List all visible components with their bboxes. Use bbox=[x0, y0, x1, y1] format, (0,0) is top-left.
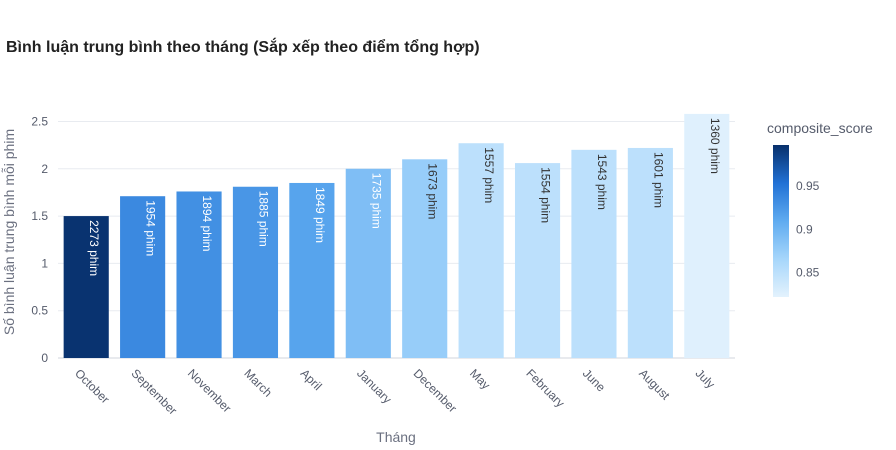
bar bbox=[458, 143, 504, 358]
x-tick-label: August bbox=[636, 366, 673, 403]
bar bbox=[571, 149, 617, 358]
colorbar: composite_score 0.85 0.9 0.95 bbox=[767, 120, 873, 297]
x-axis-title: Tháng bbox=[376, 429, 416, 445]
colorbar-title: composite_score bbox=[767, 120, 873, 136]
x-tick-label: June bbox=[580, 366, 609, 395]
bar bbox=[63, 216, 109, 358]
x-tick-label: October bbox=[72, 366, 112, 406]
x-tick-label: March bbox=[241, 366, 274, 399]
y-axis-title: Số bình luận trung bình mỗi phim bbox=[1, 129, 17, 335]
x-tick-label: July bbox=[693, 366, 718, 391]
colorbar-gradient bbox=[773, 145, 789, 297]
x-tick-label: December bbox=[411, 366, 460, 415]
x-tick-label: November bbox=[185, 366, 234, 415]
bar-label: 1885 phim bbox=[256, 191, 270, 247]
bar bbox=[232, 186, 279, 358]
colorbar-tick-label: 0.85 bbox=[796, 266, 820, 280]
bar bbox=[120, 196, 166, 358]
bar-label: 1735 phim bbox=[369, 173, 383, 229]
bar-label: 1954 phim bbox=[144, 200, 158, 256]
bar bbox=[176, 191, 222, 358]
bar-labels: 2273 phim 1954 phim 1894 phim 1885 phim 1849… bbox=[87, 118, 722, 276]
bar bbox=[514, 163, 561, 358]
x-tick-label: May bbox=[467, 366, 493, 392]
bar-label: 1543 phim bbox=[595, 154, 609, 210]
bar-label: 1601 phim bbox=[651, 152, 665, 208]
bar-label: 1894 phim bbox=[200, 195, 214, 251]
y-tick-label: 2.5 bbox=[31, 114, 48, 128]
bars bbox=[63, 113, 730, 359]
y-tick-label: 1.5 bbox=[31, 209, 48, 223]
bar-label: 1360 phim bbox=[708, 118, 722, 174]
y-tick-label: 0 bbox=[41, 351, 48, 365]
colorbar-ticks: 0.85 0.9 0.95 bbox=[796, 179, 820, 280]
grid-lines bbox=[58, 120, 735, 359]
bar-label: 1554 phim bbox=[539, 167, 553, 223]
bar bbox=[345, 168, 391, 358]
x-tick-label: February bbox=[523, 366, 567, 410]
y-axis-ticks: 0 0.5 1 1.5 2 2.5 bbox=[31, 114, 48, 365]
chart-title: Bình luận trung bình theo tháng (Sắp xếp… bbox=[6, 37, 480, 56]
x-tick-label: September bbox=[129, 366, 180, 417]
bar bbox=[627, 147, 673, 358]
bar-label: 2273 phim bbox=[87, 220, 101, 276]
y-tick-label: 0.5 bbox=[31, 304, 48, 318]
bar bbox=[684, 113, 730, 359]
x-tick-label: January bbox=[354, 366, 394, 406]
bar bbox=[402, 159, 448, 358]
colorbar-tick-label: 0.9 bbox=[796, 222, 813, 236]
y-tick-label: 2 bbox=[41, 162, 48, 176]
bar-label: 1557 phim bbox=[482, 147, 496, 203]
x-tick-label: April bbox=[298, 366, 325, 393]
bar-label: 1673 phim bbox=[426, 163, 440, 219]
y-tick-label: 1 bbox=[41, 256, 48, 270]
bar bbox=[289, 182, 335, 358]
bar-label: 1849 phim bbox=[313, 187, 327, 243]
colorbar-tick-label: 0.95 bbox=[796, 179, 820, 193]
x-axis-ticks: October September November March April Januar… bbox=[72, 366, 718, 417]
